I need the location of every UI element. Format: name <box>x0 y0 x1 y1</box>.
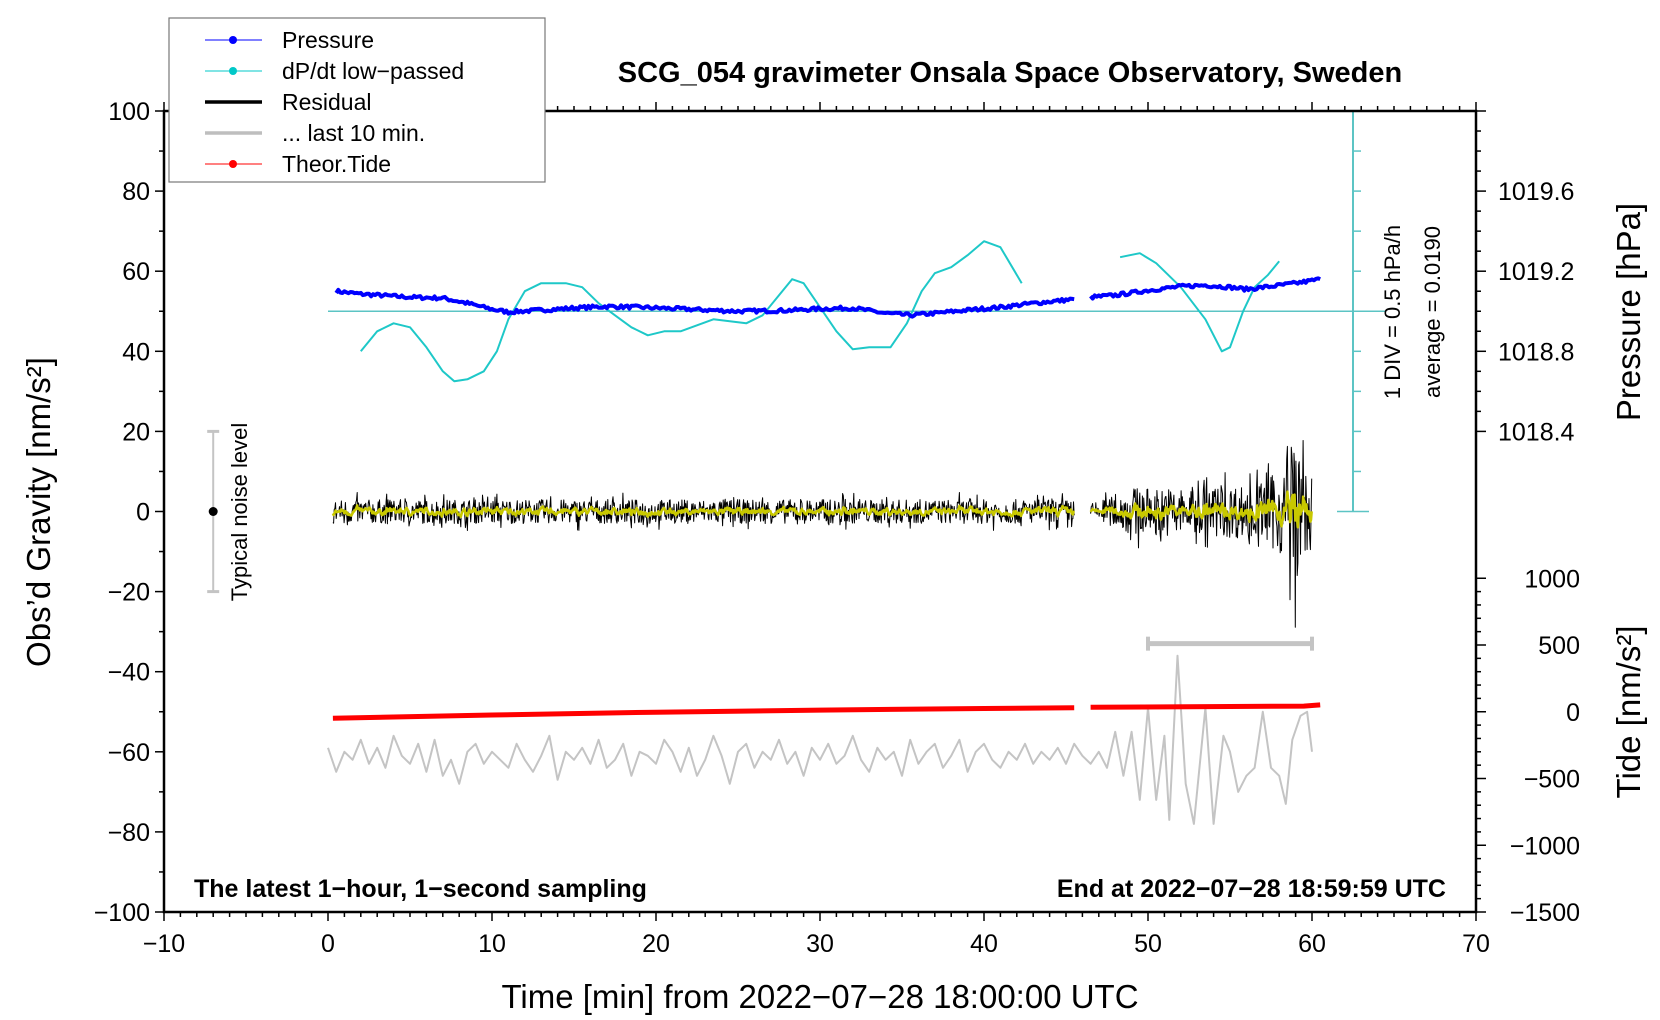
scale-bar-average-label: average = 0.0190 <box>1420 226 1445 398</box>
y-tick-label: −60 <box>108 739 150 767</box>
left-note: The latest 1−hour, 1−second sampling <box>194 875 647 903</box>
y-tick-label: −40 <box>108 659 150 687</box>
residual-line <box>1090 440 1313 628</box>
legend-marker-1 <box>229 67 237 75</box>
noise-level-dot <box>208 507 218 516</box>
legend-label: dP/dt low−passed <box>282 58 464 84</box>
legend-marker-0 <box>229 36 237 44</box>
legend-label: ... last 10 min. <box>282 120 425 146</box>
x-tick-label: 0 <box>321 930 335 958</box>
tide-tick-label: −1500 <box>1510 899 1580 927</box>
y-tick-label: −20 <box>108 579 150 607</box>
dpdt-line <box>360 240 1023 383</box>
tide-tick-label: 0 <box>1566 699 1580 727</box>
y-tick-label: 100 <box>108 98 150 126</box>
legend-label: Residual <box>282 89 372 115</box>
theor-tide-line <box>1090 702 1321 710</box>
pressure-axis-label: Pressure [hPa] <box>1610 203 1647 421</box>
pressure-tick-label: 1019.2 <box>1498 258 1574 286</box>
legend-box <box>168 17 546 183</box>
tide-tick-label: −500 <box>1524 766 1580 794</box>
y-tick-label: 40 <box>122 338 150 366</box>
tide-tick-label: −1000 <box>1510 832 1580 860</box>
y-tick-label: −100 <box>94 899 150 927</box>
pressure-tick-label: 1019.6 <box>1498 178 1574 206</box>
legend-entry: dP/dt low−passed <box>205 58 464 84</box>
x-tick-label: 20 <box>642 930 670 958</box>
pressure-tick-label: 1018.8 <box>1498 338 1574 366</box>
noise-level-label: Typical noise level <box>227 423 252 602</box>
dpdt-line <box>1119 252 1280 353</box>
legend: Pressure dP/dt low−passed Residual ... last… <box>168 17 546 183</box>
tide-axis-label: Tide [nm/s²] <box>1610 626 1647 799</box>
legend-entry: Theor.Tide <box>205 151 391 177</box>
residual-smoothed-line <box>1089 490 1313 529</box>
legend-marker-4 <box>229 160 237 168</box>
tide-tick-label: 500 <box>1538 632 1580 660</box>
y-axis-label: Obs’d Gravity [nm/s²] <box>20 357 57 667</box>
y-tick-label: 20 <box>122 418 150 446</box>
tide-tick-label: 1000 <box>1524 565 1580 593</box>
y-tick-label: 80 <box>122 178 150 206</box>
x-tick-label: 60 <box>1298 930 1326 958</box>
residual-smoothed-line <box>331 504 1076 519</box>
y-tick-label: 0 <box>136 499 150 527</box>
theor-tide-line <box>332 705 1075 721</box>
legend-entry: Pressure <box>205 27 374 53</box>
right-note: End at 2022−07−28 18:59:59 UTC <box>1057 875 1446 903</box>
x-axis-label: Time [min] from 2022−07−28 18:00:00 UTC <box>501 978 1138 1015</box>
axes: −10 0 10 20 30 40 50 60 70100806040200−20−40−60−… <box>94 98 1580 958</box>
legend-label: Pressure <box>282 27 374 53</box>
legend-label: Theor.Tide <box>282 151 391 177</box>
last-10-min-line <box>327 654 1313 825</box>
pressure-line <box>1089 276 1321 301</box>
chart-title: SCG_054 gravimeter Onsala Space Observat… <box>618 57 1402 89</box>
x-tick-label: 30 <box>806 930 834 958</box>
x-tick-label: 50 <box>1134 930 1162 958</box>
plot-marks <box>207 110 1386 825</box>
y-tick-label: 60 <box>122 258 150 286</box>
pressure-tick-label: 1018.4 <box>1498 418 1575 446</box>
legend-entry: Residual <box>205 89 372 115</box>
scale-bar-div-label: 1 DIV = 0.5 hPa/h <box>1380 225 1405 399</box>
x-tick-label: 70 <box>1462 930 1490 958</box>
x-tick-label: 10 <box>478 930 506 958</box>
x-tick-label: 40 <box>970 930 998 958</box>
y-tick-label: −80 <box>108 819 150 847</box>
x-tick-label: −10 <box>143 930 185 958</box>
legend-entry: ... last 10 min. <box>205 120 425 146</box>
pressure-line <box>334 287 1075 319</box>
